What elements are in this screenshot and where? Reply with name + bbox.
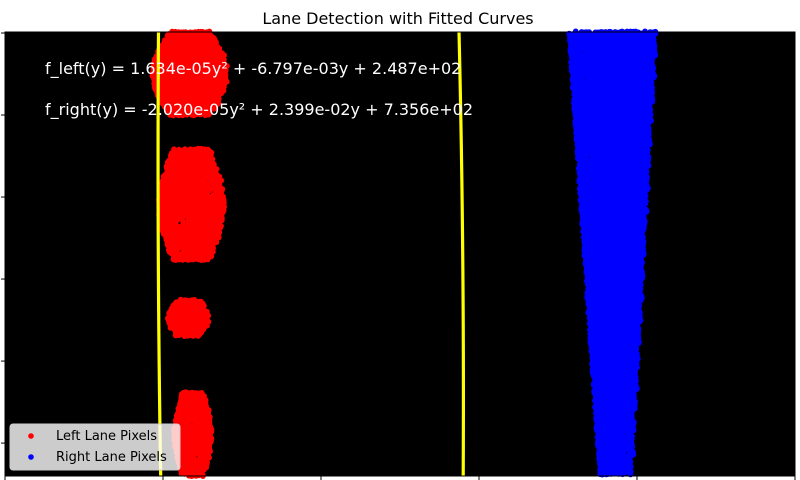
chart-title: Lane Detection with Fitted Curves [262,9,533,28]
lane-pixel-point [204,256,211,263]
lane-pixel-point [176,332,182,339]
lane-pixel-point [205,111,212,118]
lane-pixel-point [211,105,217,112]
lane-pixel-point [197,111,204,118]
lane-pixel-point [171,111,178,118]
plot-background [5,32,795,476]
lane-pixel-point [190,333,197,339]
lane-pixel-point [179,112,186,119]
lane-pixel-point [184,111,190,118]
lane-pixel-point [195,333,202,339]
